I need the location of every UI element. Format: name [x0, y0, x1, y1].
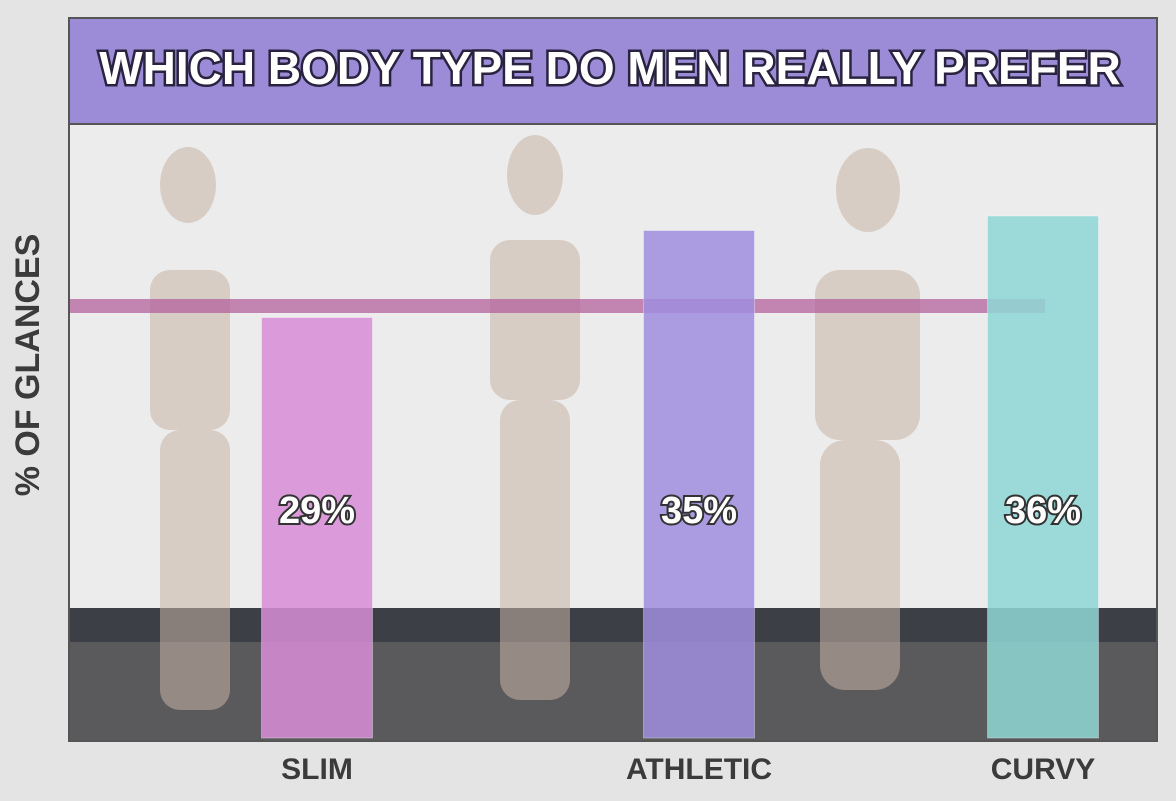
x-tick-label: CURVY: [991, 753, 1095, 786]
value-label: 36%: [1005, 490, 1081, 532]
bar: [987, 215, 1099, 739]
value-label: 29%: [279, 490, 355, 532]
wall: [70, 124, 1156, 610]
reference-strip: [70, 299, 1045, 313]
floor: [70, 642, 1156, 740]
y-axis-label: % OF GLANCES: [9, 234, 47, 497]
baseboard: [70, 608, 1156, 642]
x-tick-label: SLIM: [281, 753, 353, 786]
bar: [643, 230, 755, 739]
x-tick-label: ATHLETIC: [626, 753, 772, 786]
bar: [261, 317, 373, 739]
title-band: [68, 17, 1158, 125]
value-label: 35%: [661, 490, 737, 532]
chart-title: WHICH BODY TYPE DO MEN REALLY PREFER: [99, 42, 1121, 94]
